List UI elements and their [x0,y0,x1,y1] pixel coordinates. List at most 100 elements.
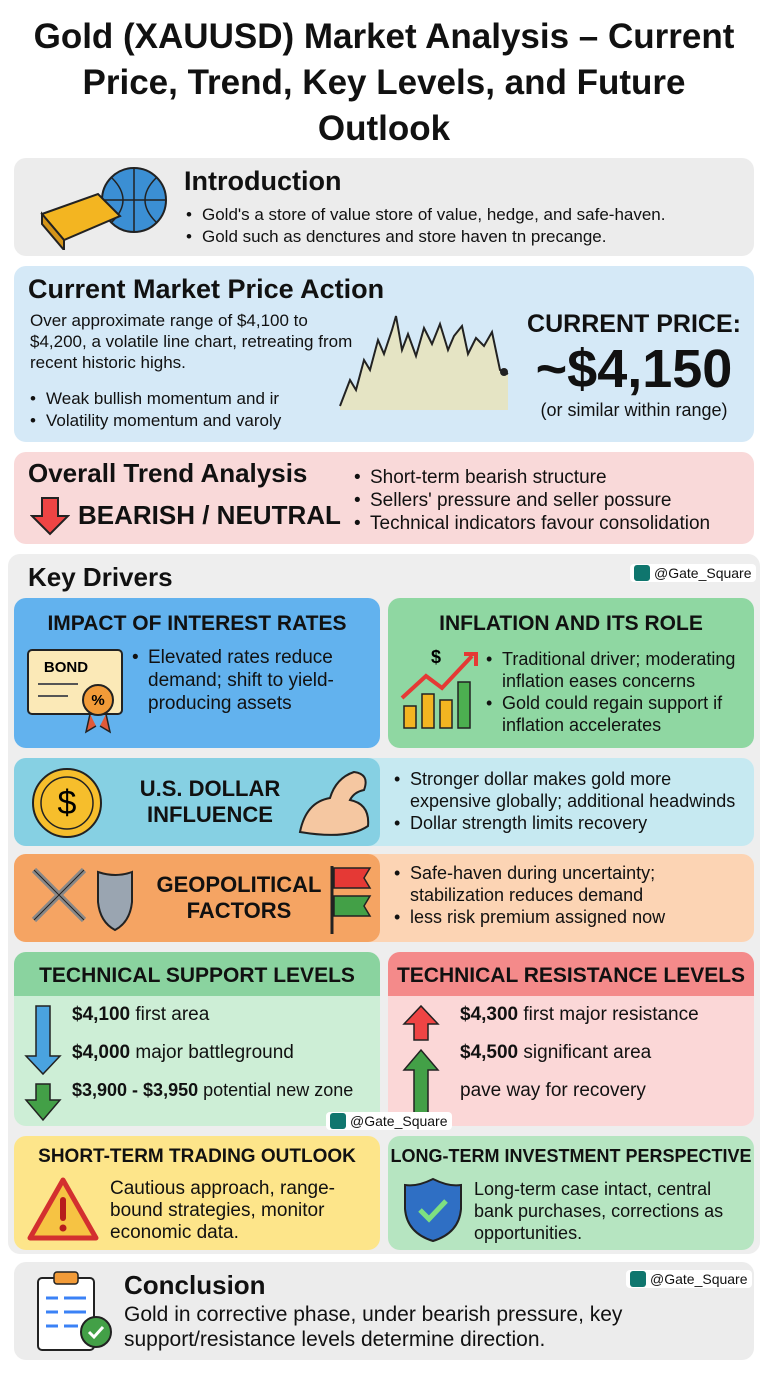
support-heading: TECHNICAL SUPPORT LEVELS [39,964,355,987]
intro-heading: Introduction [184,166,342,196]
current-price-label: CURRENT PRICE: [527,310,741,338]
coin-symbol: $ [58,784,77,822]
level-text: first area [135,1004,210,1025]
bullet: Technical indicators favour consolidatio… [354,512,710,535]
resistance-level: $4,500 significant area [460,1042,651,1064]
price-bullets: Weak bullish momentum and irVolatility m… [30,388,281,432]
inflation-bullets: Traditional driver; moderating inflation… [486,648,748,736]
handle-text: @Gate_Square [350,1113,448,1129]
bullet: Gold could regain support if inflation a… [486,692,748,736]
price-heading: Current Market Price Action [28,274,385,304]
geo-bullets: Safe-haven during uncertainty; stabiliza… [394,862,744,928]
handle-text: @Gate_Square [650,1271,748,1287]
bullet: Safe-haven during uncertainty; stabiliza… [394,862,744,906]
inflation-card: INFLATION AND ITS ROLE $ Traditional dri… [388,598,754,748]
handle-logo [634,565,650,581]
bullet: Volatility momentum and varoly [30,410,281,432]
page-title: Gold (XAUUSD) Market Analysis – Current … [33,17,735,148]
swords-shield-icon [31,867,133,932]
bullet: Traditional driver; moderating inflation… [486,648,748,692]
resistance-card: TECHNICAL RESISTANCE LEVELS $4,300 first… [388,952,754,1126]
bullet: Stronger dollar makes gold more expensiv… [394,768,744,812]
support-card: TECHNICAL SUPPORT LEVELS $4,100 first ar… [14,952,380,1126]
gold-globe-icon [40,167,167,250]
drivers-heading: Key Drivers [28,562,173,592]
trend-heading: Overall Trend Analysis [28,458,308,488]
conclusion-text: Gold in corrective phase, under bearish … [124,1303,623,1351]
long-term-card: LONG-TERM INVESTMENT PERSPECTIVE Long-te… [388,1136,754,1250]
bullet: Gold such as denctures and store haven t… [186,226,665,248]
support-header [14,952,380,996]
support-arrows [24,1005,62,1122]
resistance-header [388,952,754,996]
conclusion-heading: Conclusion [124,1270,266,1300]
resistance-level: pave way for recovery [460,1080,646,1102]
flag-icon [330,866,372,934]
handle-logo [330,1113,346,1129]
support-level: $4,000 major battleground [72,1042,294,1064]
current-price-note: (or similar within range) [540,400,728,420]
dollar-card: $ U.S. DOLLAR INFLUENCE Stronger dollar … [14,758,754,846]
bullet: Sellers' pressure and seller possure [354,489,710,512]
resistance-arrows [402,1004,440,1121]
coin-icon: $ [32,768,102,838]
warning-icon [27,1177,99,1241]
trend-panel: Overall Trend Analysis BEARISH / NEUTRAL… [14,452,754,544]
short-term-card: SHORT-TERM TRADING OUTLOOK Cautious appr… [14,1136,380,1250]
clipboard-icon [37,1271,112,1351]
geo-heading: GEOPOLITICAL FACTORS [156,872,322,923]
support-level: $3,900 - $3,950 potential new zone [72,1080,353,1101]
interest-heading: IMPACT OF INTEREST RATES [47,612,347,635]
long-term-text: Long-term case intact, central bank purc… [474,1179,724,1243]
level-price: $4,500 [460,1042,519,1063]
bullet: Weak bullish momentum and ir [30,388,281,410]
interest-bullets: Elevated rates reduce demand; shift to y… [132,646,362,715]
sparkline [339,315,509,410]
price-summary: Over approximate range of $4,100 to $4,2… [30,311,353,372]
short-term-heading: SHORT-TERM TRADING OUTLOOK [38,1146,356,1167]
handle: @Gate_Square [626,1270,752,1288]
current-price: ~$4,150 [535,339,733,399]
intro-panel: Introduction Gold's a store of value sto… [14,158,754,256]
bullet: less risk premium assigned now [394,906,744,928]
short-term-text: Cautious approach, range-bound strategie… [110,1178,335,1243]
level-text: major battleground [135,1042,294,1063]
handle-text: @Gate_Square [654,565,752,581]
level-text: significant area [523,1042,652,1063]
level-price: $4,100 [72,1004,131,1025]
geo-card: GEOPOLITICAL FACTORS Safe-haven during u… [14,854,754,942]
bond-symbol: % [91,692,104,709]
bond-label: BOND [44,659,88,676]
down-arrow-icon [30,497,70,536]
level-price: $4,300 [460,1004,519,1025]
bullet: Dollar strength limits recovery [394,812,744,834]
level-price: $4,000 [72,1042,131,1063]
interest-card: IMPACT OF INTEREST RATES BOND % Elevated… [14,598,380,748]
resistance-level: $4,300 first major resistance [460,1004,699,1026]
inflation-symbol: $ [431,647,441,667]
handle: @Gate_Square [326,1112,452,1130]
dollar-bullets: Stronger dollar makes gold more expensiv… [394,768,744,834]
long-term-heading: LONG-TERM INVESTMENT PERSPECTIVE [390,1146,752,1166]
handle: @Gate_Square [630,564,756,582]
bullet: Short-term bearish structure [354,466,710,489]
level-text: pave way for recovery [460,1080,646,1101]
price-panel: Current Market Price Action Over approxi… [14,266,754,442]
level-text: first major resistance [523,1004,699,1025]
inflation-icon: $ [400,647,478,729]
trend-verdict: BEARISH / NEUTRAL [78,500,341,530]
bullet: Gold's a store of value store of value, … [186,204,665,226]
bond-icon: BOND % [27,649,123,734]
shield-icon [404,1177,462,1243]
support-level: $4,100 first area [72,1004,209,1026]
level-price: $3,900 - $3,950 [72,1080,199,1100]
resistance-heading: TECHNICAL RESISTANCE LEVELS [396,964,746,987]
handle-logo [630,1271,646,1287]
inflation-heading: INFLATION AND ITS ROLE [439,612,703,635]
arm-icon [298,770,370,836]
geo-left [14,854,380,942]
dollar-heading: U.S. DOLLAR INFLUENCE [139,776,281,827]
bullet: Elevated rates reduce demand; shift to y… [132,646,362,715]
